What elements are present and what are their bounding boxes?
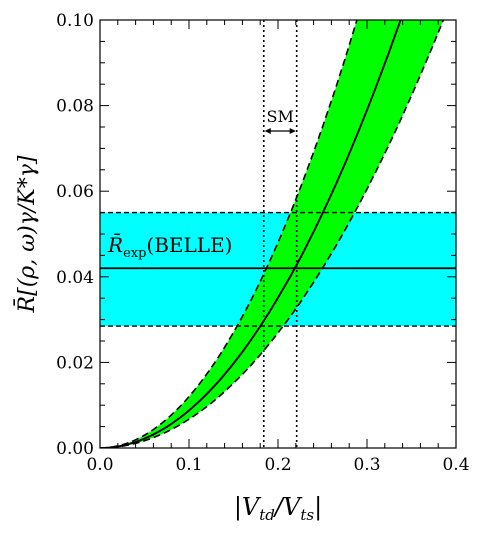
belle-label-sub: exp — [123, 246, 146, 261]
y-tick-label: 0.06 — [56, 182, 94, 202]
x-tick-label: 0.3 — [353, 455, 380, 475]
theory-lower-curve — [100, 20, 445, 448]
y-axis-title: R̄[(ρ, ω)γ/K*γ] — [13, 155, 40, 313]
belle-label: R̄exp(BELLE) — [107, 232, 233, 261]
x-tick-label: 0.1 — [175, 455, 202, 475]
belle-label-rest: (BELLE) — [146, 233, 232, 257]
theory-central-curve — [100, 20, 402, 448]
theory-band — [100, 20, 444, 448]
x-tick-label: 0.4 — [442, 455, 469, 475]
x-tick-label: 0.0 — [86, 455, 113, 475]
x-tick-label: 0.2 — [264, 455, 291, 475]
x-axis-title: |Vtd/Vts| — [234, 493, 322, 524]
y-tick-label: 0.04 — [56, 268, 94, 288]
y-tick-label: 0.10 — [56, 11, 94, 31]
y-tick-label: 0.00 — [56, 439, 94, 459]
y-tick-label: 0.08 — [56, 97, 94, 117]
y-tick-label: 0.02 — [56, 353, 94, 373]
belle-label-main: R̄ — [107, 232, 123, 257]
axis-ticks: 0.0 0.1 0.2 0.3 0.4 0.00 0.02 0.04 0.06 0.08 0.10 — [56, 11, 469, 475]
sm-label: SM — [267, 107, 294, 126]
